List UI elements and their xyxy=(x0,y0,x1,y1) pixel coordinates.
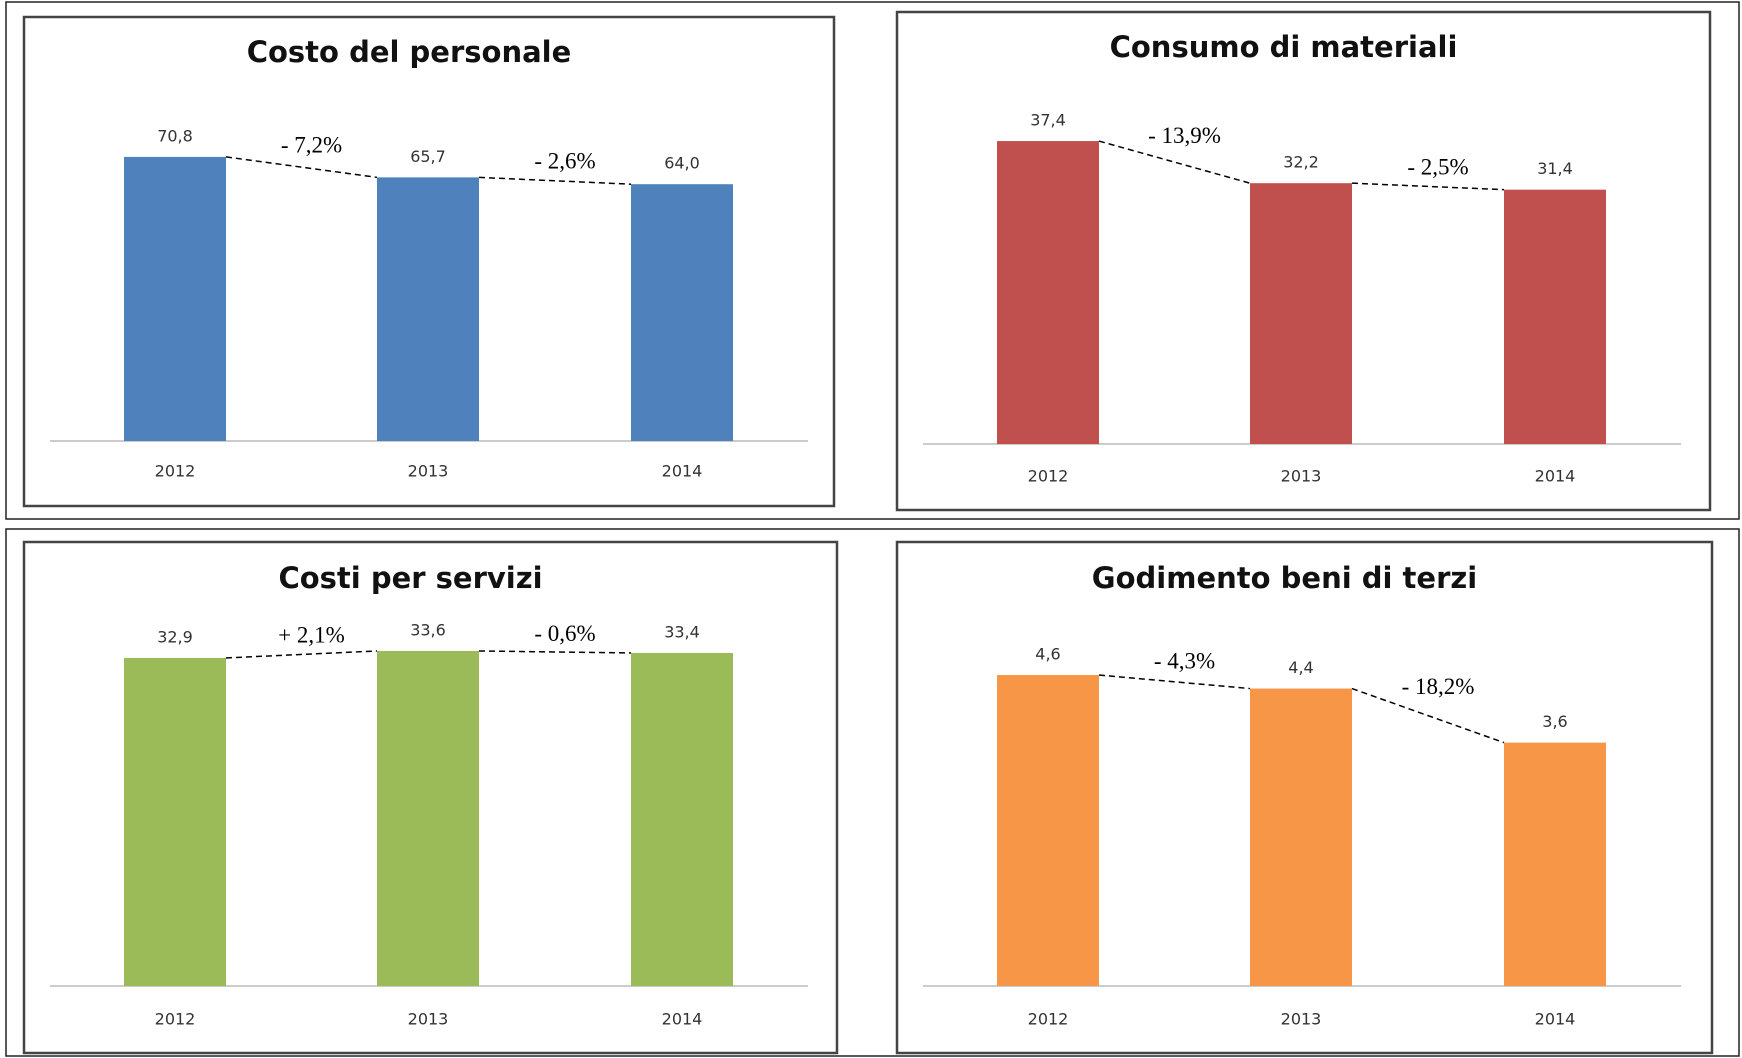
bar xyxy=(124,156,226,442)
bar xyxy=(1504,189,1606,444)
change-connector xyxy=(1351,687,1505,744)
x-tick-label: 2012 xyxy=(1028,467,1069,486)
change-annotation: - 2,6% xyxy=(534,149,595,174)
x-tick-label: 2013 xyxy=(408,1010,449,1029)
chart-title: Costi per servizi xyxy=(278,561,542,595)
change-connector xyxy=(478,176,632,185)
change-connector xyxy=(225,650,378,659)
x-tick-label: 2013 xyxy=(408,462,449,481)
chart-title: Consumo di materiali xyxy=(1110,30,1458,64)
change-annotation: - 13,9% xyxy=(1148,123,1221,148)
value-label: 3,6 xyxy=(1542,712,1567,731)
chart-panel: Costi per servizi 2012 32,9 2013 33,6 2014 33,… xyxy=(22,540,839,1055)
value-label: 32,2 xyxy=(1283,153,1319,172)
x-tick-label: 2014 xyxy=(662,462,703,481)
bar xyxy=(631,184,733,441)
x-tick-label: 2012 xyxy=(1028,1010,1069,1029)
change-annotation: - 18,2% xyxy=(1402,674,1475,699)
bar xyxy=(124,657,226,986)
bar xyxy=(1250,183,1352,444)
bar xyxy=(631,652,733,986)
value-label: 70,8 xyxy=(157,126,193,145)
x-tick-label: 2014 xyxy=(1535,467,1576,486)
value-label: 33,4 xyxy=(664,622,700,641)
change-connector xyxy=(478,650,632,654)
x-tick-label: 2014 xyxy=(1535,1010,1576,1029)
bar xyxy=(997,141,1099,444)
chart-title: Godimento beni di terzi xyxy=(1092,561,1477,595)
bar xyxy=(377,650,479,986)
value-label: 64,0 xyxy=(664,154,700,173)
change-connector xyxy=(1098,674,1251,690)
change-connector xyxy=(225,156,378,179)
value-label: 37,4 xyxy=(1030,111,1066,130)
x-tick-label: 2013 xyxy=(1281,467,1322,486)
value-label: 31,4 xyxy=(1537,159,1573,178)
value-label: 4,6 xyxy=(1035,645,1060,664)
row-frame xyxy=(5,528,1740,1057)
change-annotation: - 2,5% xyxy=(1407,154,1468,179)
value-label: 33,6 xyxy=(410,620,446,639)
change-annotation: - 0,6% xyxy=(534,621,595,646)
bar xyxy=(1504,742,1606,986)
x-tick-label: 2012 xyxy=(155,1010,196,1029)
value-label: 32,9 xyxy=(157,627,193,646)
change-annotation: - 4,3% xyxy=(1154,648,1215,673)
change-connector xyxy=(1098,140,1251,184)
x-tick-label: 2012 xyxy=(155,462,196,481)
value-label: 4,4 xyxy=(1288,658,1313,677)
x-tick-label: 2014 xyxy=(662,1010,703,1029)
bar xyxy=(997,675,1099,986)
row-frame xyxy=(5,1,1740,520)
chart-panel: Godimento beni di terzi 2012 4,6 2013 4,4 201… xyxy=(895,540,1714,1055)
chart-title: Costo del personale xyxy=(247,35,572,69)
chart-panel: Consumo di materiali 2012 37,4 2013 32,2 2014… xyxy=(895,10,1712,512)
chart-panel: Costo del personale 2012 70,8 2013 65,7 2014 6… xyxy=(22,15,836,508)
value-label: 65,7 xyxy=(410,147,446,166)
bar xyxy=(1250,688,1352,986)
change-annotation: - 7,2% xyxy=(281,132,342,157)
x-tick-label: 2013 xyxy=(1281,1010,1322,1029)
change-connector xyxy=(1351,182,1505,191)
change-annotation: + 2,1% xyxy=(278,622,345,647)
bar xyxy=(377,177,479,441)
